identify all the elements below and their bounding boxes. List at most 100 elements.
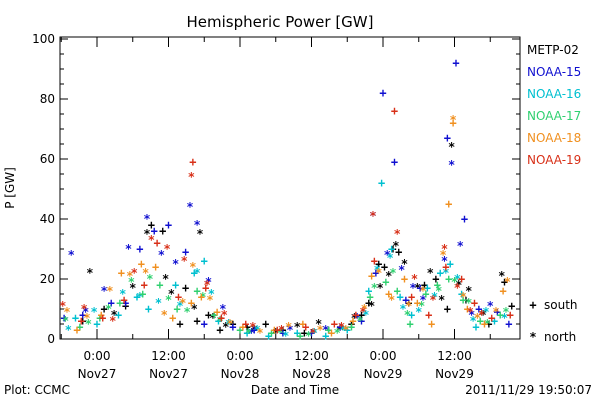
data-point-south: + <box>242 317 249 331</box>
data-point-south: + <box>405 296 412 310</box>
data-point-south: + <box>202 281 209 295</box>
data-point-south: + <box>422 287 429 301</box>
data-point-south: + <box>358 314 365 328</box>
series-legend: METP-02 NOAA-15 NOAA-16 NOAA-17 NOAA-18 NOAA-… <box>527 43 581 167</box>
data-point-south: + <box>294 326 301 340</box>
data-point-south: + <box>444 302 451 316</box>
data-point-north: * <box>369 209 376 223</box>
data-point-north: * <box>474 311 481 325</box>
y-tick-label: 100 <box>32 32 55 46</box>
data-point-south: + <box>98 308 105 322</box>
data-point-south: + <box>375 257 382 271</box>
x-tick-date: Nov27 <box>78 367 117 381</box>
data-point-north: * <box>399 302 406 316</box>
data-point-north: * <box>354 311 361 325</box>
marker-legend-label: north <box>544 330 576 344</box>
data-point-south: + <box>211 308 218 322</box>
data-point-south: + <box>60 311 67 325</box>
x-tick-date: Nov28 <box>221 367 260 381</box>
data-point-south: + <box>148 218 155 232</box>
marker-legend-symbol: + <box>529 298 536 312</box>
data-point-south: + <box>322 329 329 343</box>
data-point-north: * <box>418 299 425 313</box>
data-point-north: * <box>411 272 418 286</box>
data-point-south: + <box>444 131 451 145</box>
data-point-south: + <box>72 311 79 325</box>
data-point-south: + <box>349 314 356 328</box>
data-point-south: + <box>182 281 189 295</box>
data-point-south: + <box>505 317 512 331</box>
data-point-north: * <box>165 293 172 307</box>
data-point-north: * <box>199 290 206 304</box>
data-point-south: + <box>244 320 251 334</box>
data-point-north: * <box>342 323 349 337</box>
data-point-north: * <box>59 299 66 313</box>
data-point-north: * <box>172 257 179 271</box>
data-point-south: + <box>372 266 379 280</box>
data-point-south: + <box>115 308 122 322</box>
x-tick-time: 0:00 <box>227 349 254 363</box>
data-point-north: * <box>196 227 203 241</box>
data-point-north: * <box>498 269 505 283</box>
data-point-south: + <box>388 242 395 256</box>
data-point-south: + <box>76 320 83 334</box>
data-point-north: * <box>189 260 196 274</box>
data-point-north: * <box>81 302 88 316</box>
data-point-south: + <box>481 317 488 331</box>
timestamp: 2011/11/29 19:50:07 <box>465 383 592 397</box>
data-point-north: * <box>455 278 462 292</box>
data-point-south: + <box>472 320 479 334</box>
data-point-north: * <box>143 227 150 241</box>
x-axis: 0:00 Nov27 12:00 Nov27 0:00 Nov28 12:00 Nov28 0:… <box>60 37 491 381</box>
data-point-north: * <box>467 305 474 319</box>
data-point-north: * <box>282 329 289 343</box>
data-point-north: * <box>339 323 346 337</box>
data-point-north: * <box>309 326 316 340</box>
data-point-north: * <box>111 308 118 322</box>
data-point-south: + <box>459 293 466 307</box>
data-point-south: + <box>371 254 378 268</box>
data-point-south: + <box>145 302 152 316</box>
data-point-north: * <box>438 293 445 307</box>
data-point-south: + <box>96 311 103 325</box>
legend-entry: NOAA-15 <box>527 65 581 79</box>
x-tick-date: Nov28 <box>292 367 331 381</box>
data-point-north: * <box>148 233 155 247</box>
data-point-north: * <box>457 239 464 253</box>
data-point-north: * <box>68 248 75 262</box>
data-point-south: + <box>99 311 106 325</box>
data-point-south: + <box>389 242 396 256</box>
data-point-north: * <box>501 311 508 325</box>
data-point-south: + <box>325 323 332 337</box>
data-point-south: + <box>151 224 158 238</box>
data-point-south: + <box>414 296 421 310</box>
data-point-north: * <box>294 320 301 334</box>
data-point-north: * <box>272 326 279 340</box>
data-point-north: * <box>105 302 112 316</box>
data-point-north: * <box>375 266 382 280</box>
data-point-north: * <box>181 254 188 268</box>
data-point-south: + <box>78 314 85 328</box>
data-point-south: + <box>348 317 355 331</box>
data-points: ++ ++ ++++ ++ + + + + + + +++++++++ ++++++*********… <box>59 56 515 343</box>
data-point-north: * <box>405 299 412 313</box>
data-point-north: * <box>451 275 458 289</box>
data-point-south: + <box>274 323 281 337</box>
data-point-north: * <box>183 305 190 319</box>
data-point-south: + <box>408 290 415 304</box>
data-point-south: + <box>188 296 195 310</box>
data-point-north: * <box>82 305 89 319</box>
data-point-south: + <box>122 296 129 310</box>
y-tick-label: 0 <box>47 332 55 346</box>
data-point-south: + <box>141 278 148 292</box>
data-point-south: + <box>449 116 456 130</box>
data-point-south: + <box>442 260 449 274</box>
data-point-north: * <box>459 290 466 304</box>
plot-border <box>59 36 521 340</box>
data-point-north: * <box>419 284 426 298</box>
data-point-north: * <box>359 305 366 319</box>
x-tick-time: 12:00 <box>437 349 472 363</box>
data-point-north: * <box>205 275 212 289</box>
data-point-south: + <box>218 311 225 325</box>
data-point-north: * <box>193 218 200 232</box>
